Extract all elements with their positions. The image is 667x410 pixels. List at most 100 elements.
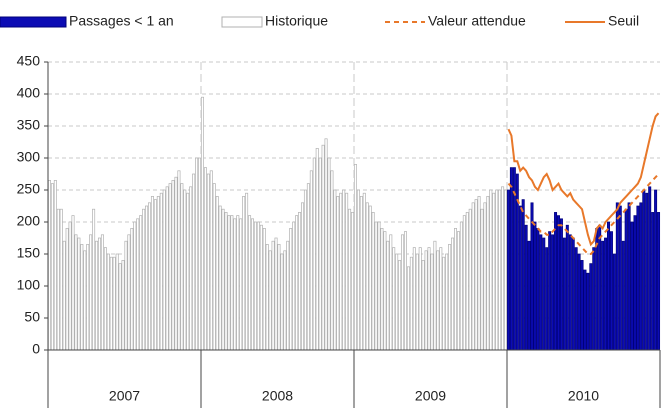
bar <box>136 218 140 351</box>
bar <box>274 237 278 351</box>
bar <box>607 221 611 351</box>
bar <box>318 157 322 351</box>
legend-label: Seuil <box>608 13 639 29</box>
bar <box>509 167 513 351</box>
bar <box>454 228 458 351</box>
bar <box>115 253 119 351</box>
bar <box>583 269 587 351</box>
bar <box>171 180 175 351</box>
bar <box>356 189 360 351</box>
y-tick-label: 300 <box>17 149 41 165</box>
bar <box>198 157 202 351</box>
bar <box>365 202 369 351</box>
bar <box>295 215 299 351</box>
bar <box>586 272 590 351</box>
bar <box>642 189 646 351</box>
bar <box>65 228 69 351</box>
bar <box>230 215 234 351</box>
bar <box>339 192 343 351</box>
bar <box>495 189 499 351</box>
bar <box>445 253 449 351</box>
bar <box>153 199 157 351</box>
bar <box>427 247 431 351</box>
bar <box>336 196 340 351</box>
bar <box>206 173 210 351</box>
bar <box>145 205 149 351</box>
bar <box>83 250 87 351</box>
bar <box>92 208 96 351</box>
bar <box>524 224 528 351</box>
y-tick-label: 100 <box>17 277 41 293</box>
bar <box>554 212 558 351</box>
bar <box>465 212 469 351</box>
x-tick-label: 2007 <box>109 388 140 404</box>
bar <box>109 256 113 351</box>
bar <box>371 212 375 351</box>
x-tick-label: 2010 <box>568 388 599 404</box>
bar <box>218 205 222 351</box>
bar <box>124 240 128 351</box>
bar <box>621 240 625 351</box>
bar <box>315 148 319 351</box>
bar <box>580 260 584 351</box>
bar <box>342 189 346 351</box>
bar <box>412 247 416 351</box>
bar <box>483 202 487 351</box>
bar <box>159 192 163 351</box>
bar <box>474 199 478 351</box>
bar <box>548 231 552 351</box>
bar <box>389 234 393 351</box>
bar <box>618 205 622 351</box>
bar <box>103 247 107 351</box>
bar <box>312 157 316 351</box>
bar <box>236 215 240 351</box>
bar <box>106 253 110 351</box>
bar <box>406 266 410 351</box>
bar <box>527 240 531 351</box>
bar <box>265 244 269 351</box>
bar <box>68 221 72 351</box>
bar <box>139 215 143 351</box>
bar <box>280 253 284 351</box>
bar <box>562 237 566 351</box>
bar <box>162 189 166 351</box>
bar <box>306 183 310 351</box>
bar <box>148 202 152 351</box>
legend-label: Historique <box>265 13 328 29</box>
bar <box>383 231 387 351</box>
bar <box>165 186 169 351</box>
bar <box>177 170 181 351</box>
bar <box>180 183 184 351</box>
bar <box>521 199 525 351</box>
bar <box>589 263 593 351</box>
bar <box>215 196 219 351</box>
bar <box>556 215 560 351</box>
bar <box>262 228 266 351</box>
y-tick-label: 50 <box>24 309 40 325</box>
bar <box>401 234 405 351</box>
bar <box>271 240 275 351</box>
y-tick-label: 350 <box>17 117 41 133</box>
bar <box>651 212 655 351</box>
bar <box>283 250 287 351</box>
bar <box>636 205 640 351</box>
bar <box>203 167 207 351</box>
bar <box>624 208 628 351</box>
bar <box>436 250 440 351</box>
bar <box>268 250 272 351</box>
bar <box>403 231 407 351</box>
bar <box>395 253 399 351</box>
bar <box>398 260 402 351</box>
bar <box>559 218 563 351</box>
y-tick-label: 150 <box>17 245 41 261</box>
bar <box>333 189 337 351</box>
bar <box>448 244 452 351</box>
bar <box>327 157 331 351</box>
bar <box>345 192 349 351</box>
bar <box>189 186 193 351</box>
bar <box>248 215 252 351</box>
bar <box>142 208 146 351</box>
bar <box>174 176 178 351</box>
bar <box>150 196 154 351</box>
